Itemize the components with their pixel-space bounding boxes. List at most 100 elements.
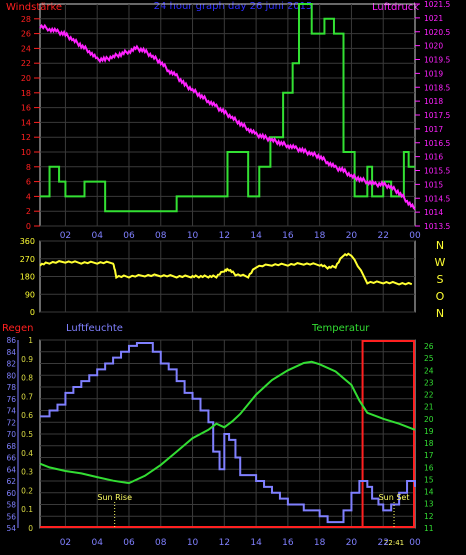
direction-tick-label: 270 — [20, 255, 35, 264]
rain-tick-label: 0.5 — [21, 430, 33, 439]
right-axis-label-luftdruck: Luftdruck — [372, 2, 419, 13]
pressure-tick-label: 1018 — [424, 97, 443, 106]
x-tick-label: 18 — [314, 538, 326, 548]
panel-direction-grid — [40, 240, 415, 313]
x-tick-label: 22 — [377, 231, 388, 241]
wind-tick-label: 4 — [26, 192, 31, 201]
x-tick-label: 22 — [377, 538, 388, 548]
x-tick-label: 02 — [60, 231, 71, 241]
temperature-axis-label: Temperatur — [311, 323, 370, 334]
x-tick-label: 18 — [314, 231, 326, 241]
humidity-tick-label: 64 — [6, 465, 16, 474]
pressure-tick-label: 1018.5 — [424, 83, 450, 92]
wind-tick-label: 16 — [21, 104, 31, 113]
humidity-tick-label: 78 — [6, 383, 16, 392]
sun-set-label: Sun Set — [379, 493, 410, 502]
wind-tick-label: 22 — [21, 59, 31, 68]
x-tick-label: 08 — [155, 231, 167, 241]
wind-tick-label: 6 — [26, 178, 31, 187]
climate-axis-ticks: 54 56 58 60 62 64 66 68 70 72 74 76 78 80 82 84 86 0 0.1 0.… — [6, 336, 433, 533]
temperature-tick-label: 11 — [424, 524, 434, 533]
climate-series — [39, 340, 416, 528]
wind-tick-label: 24 — [21, 44, 31, 53]
temperature-tick-label: 16 — [424, 463, 434, 472]
temperature-tick-label: 15 — [424, 475, 434, 484]
wind-tick-label: 20 — [21, 74, 31, 83]
pressure-tick-label: 1015 — [424, 180, 443, 189]
direction-axis-ticks: 0 90 180 270 360 — [20, 237, 35, 317]
pressure-tick-label: 1013.5 — [424, 222, 450, 231]
left-axis-label-windstaerke: Windstärke — [6, 2, 62, 13]
humidity-tick-label: 74 — [6, 407, 16, 416]
x-axis-labels-top: 02 04 06 08 10 12 14 16 18 20 22 00 — [60, 231, 421, 241]
x-tick-label: 06 — [123, 538, 135, 548]
pressure-tick-label: 1019.5 — [424, 56, 450, 65]
x-tick-label: 06 — [123, 231, 135, 241]
rain-tick-label: 1 — [28, 336, 33, 345]
rain-tick-label: 0 — [28, 524, 33, 533]
temperature-tick-label: 18 — [424, 439, 434, 448]
humidity-tick-label: 62 — [6, 477, 16, 486]
wind-tick-label: 14 — [21, 118, 31, 127]
x-tick-label: 20 — [346, 538, 358, 548]
pressure-series-line — [39, 23, 416, 211]
wind-tick-label: 10 — [21, 148, 31, 157]
x-tick-label: 04 — [91, 538, 103, 548]
sun-rise-label: Sun Rise — [97, 493, 132, 502]
pressure-tick-label: 1016.5 — [424, 139, 450, 148]
temperature-tick-label: 21 — [424, 403, 434, 412]
wind-tick-label: 0 — [26, 222, 31, 231]
pressure-tick-label: 1017 — [424, 125, 443, 134]
humidity-tick-label: 58 — [6, 501, 16, 510]
x-tick-label: 14 — [250, 538, 262, 548]
temperature-tick-label: 17 — [424, 451, 434, 460]
wind-direction-line — [39, 252, 413, 286]
x-tick-label: 10 — [187, 538, 199, 548]
humidity-tick-label: 76 — [6, 395, 16, 404]
wind-tick-label: 18 — [21, 89, 31, 98]
x-tick-label: 16 — [282, 538, 294, 548]
rain-tick-label: 0.9 — [21, 355, 33, 364]
wind-series-line — [40, 3, 415, 213]
temperature-tick-label: 23 — [424, 378, 434, 387]
compass-letter: N — [436, 307, 444, 320]
direction-tick-label: 0 — [30, 308, 35, 317]
x-tick-label: 02 — [60, 538, 71, 548]
x-tick-label: 12 — [219, 231, 230, 241]
humidity-tick-label: 70 — [6, 430, 16, 439]
humidity-tick-label: 72 — [6, 418, 16, 427]
x-tick-label: 14 — [250, 231, 262, 241]
temperature-tick-label: 20 — [424, 415, 434, 424]
rain-tick-label: 0.2 — [21, 486, 33, 495]
direction-tick-label: 360 — [20, 237, 35, 246]
pressure-tick-label: 1017.5 — [424, 111, 450, 120]
pressure-tick-label: 1014.5 — [424, 194, 450, 203]
x-tick-label: 10 — [187, 231, 199, 241]
temperature-tick-label: 13 — [424, 500, 434, 509]
humidity-tick-label: 82 — [6, 360, 16, 369]
rain-tick-label: 0.6 — [21, 411, 33, 420]
humidity-tick-label: 56 — [6, 512, 16, 521]
x-tick-label: 20 — [346, 231, 358, 241]
direction-tick-label: 180 — [20, 273, 35, 282]
temperature-tick-label: 19 — [424, 427, 434, 436]
humidity-tick-label: 60 — [6, 489, 16, 498]
sun-set-time: 22:41 — [384, 539, 404, 547]
compass-letter: S — [437, 273, 444, 286]
pressure-tick-label: 1021 — [424, 14, 443, 23]
rain-tick-label: 0.8 — [21, 374, 33, 383]
temperature-tick-label: 12 — [424, 512, 434, 521]
rain-axis-label: Regen — [2, 323, 34, 334]
x-tick-label: 08 — [155, 538, 167, 548]
temperature-tick-label: 14 — [424, 488, 434, 497]
direction-series — [39, 252, 413, 286]
wind-tick-label: 12 — [21, 133, 31, 142]
humidity-series-line — [40, 341, 416, 524]
x-tick-label: 12 — [219, 538, 230, 548]
sun-markers: Sun Rise Sun Set 22:41 — [97, 493, 409, 547]
compass-letter: W — [435, 256, 446, 269]
rain-tick-label: 0.3 — [21, 468, 33, 477]
humidity-tick-label: 66 — [6, 454, 16, 463]
humidity-tick-label: 86 — [6, 336, 16, 345]
